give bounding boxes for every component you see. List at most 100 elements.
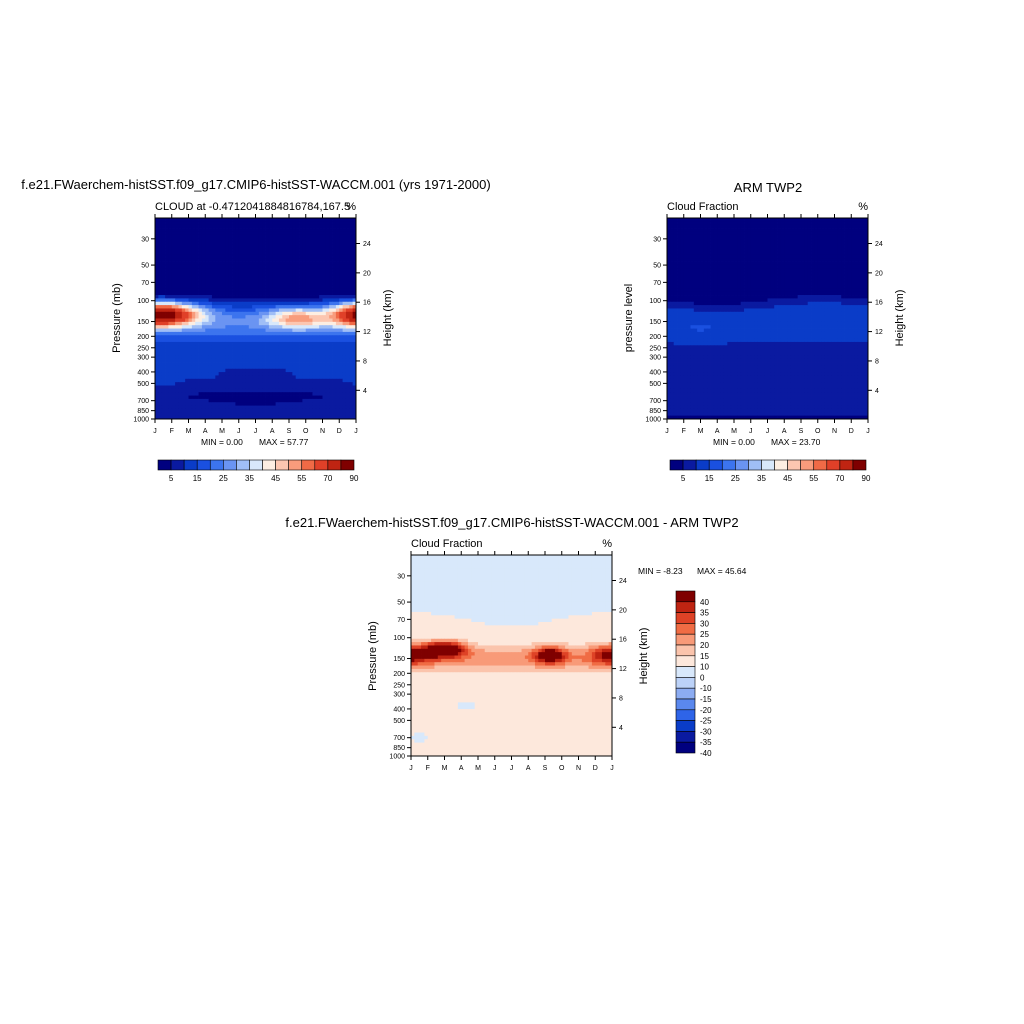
contour-cell bbox=[235, 372, 240, 376]
contour-cell bbox=[198, 224, 203, 229]
contour-cell bbox=[255, 295, 260, 299]
contour-cell bbox=[225, 328, 230, 333]
contour-cell bbox=[831, 261, 835, 266]
contour-cell bbox=[352, 341, 357, 346]
contour-cell bbox=[667, 274, 671, 279]
contour-cell bbox=[191, 415, 196, 420]
contour-cell bbox=[245, 318, 250, 323]
contour-cell bbox=[680, 218, 685, 222]
contour-cell bbox=[352, 301, 357, 306]
contour-cell bbox=[262, 325, 266, 329]
contour-cell bbox=[195, 241, 199, 246]
contour-cell bbox=[309, 315, 313, 319]
contour-cell bbox=[847, 248, 852, 252]
contour-cell bbox=[195, 271, 199, 276]
contour-cell bbox=[228, 315, 233, 319]
contour-cell bbox=[168, 358, 173, 363]
contour-cell bbox=[315, 412, 320, 417]
contour-cell bbox=[275, 318, 280, 323]
contour-cell bbox=[700, 238, 705, 242]
contour-cell bbox=[248, 285, 253, 289]
contour-cell bbox=[238, 281, 243, 286]
contour-cell bbox=[165, 368, 169, 373]
colorbar-box bbox=[275, 459, 289, 471]
contour-cell bbox=[315, 388, 320, 393]
contour-cell bbox=[784, 234, 788, 239]
contour-cell bbox=[218, 315, 223, 319]
contour-cell bbox=[329, 295, 333, 299]
contour-cell bbox=[319, 221, 323, 226]
contour-cell bbox=[191, 241, 196, 246]
contour-cell bbox=[222, 238, 226, 242]
contour-cell bbox=[312, 325, 317, 329]
contour-cell bbox=[335, 325, 340, 329]
contour-cell bbox=[208, 385, 213, 390]
contour-cell bbox=[811, 281, 815, 286]
contour-cell bbox=[710, 241, 715, 246]
contour-cell bbox=[335, 231, 340, 236]
contour-cell bbox=[710, 254, 715, 259]
contour-cell bbox=[218, 385, 223, 390]
contour-cell bbox=[734, 264, 738, 269]
contour-cell bbox=[697, 271, 701, 276]
contour-cell bbox=[232, 405, 236, 410]
contour-cell bbox=[821, 244, 825, 249]
contour-cell bbox=[282, 301, 287, 306]
contour-cell bbox=[697, 224, 701, 229]
contour-cell bbox=[278, 405, 283, 410]
contour-cell bbox=[225, 368, 230, 373]
contour-cell bbox=[335, 408, 340, 413]
contour-cell bbox=[299, 408, 303, 413]
contour-cell bbox=[158, 281, 163, 286]
contour-cell bbox=[857, 264, 862, 269]
contour-cell bbox=[278, 228, 283, 232]
contour-cell bbox=[827, 221, 832, 226]
contour-cell bbox=[713, 271, 718, 276]
contour-cell bbox=[198, 251, 203, 256]
contour-cell bbox=[670, 244, 675, 249]
contour-cell bbox=[332, 251, 337, 256]
contour-cell bbox=[787, 264, 792, 269]
contour-cell bbox=[673, 238, 678, 242]
contour-cell bbox=[329, 335, 333, 339]
contour-cell bbox=[824, 234, 829, 239]
contour-cell bbox=[707, 264, 711, 269]
contour-cell bbox=[801, 264, 805, 269]
contour-cell bbox=[811, 274, 815, 279]
contour-cell bbox=[252, 412, 256, 417]
contour-cell bbox=[302, 268, 307, 272]
contour-cell bbox=[667, 218, 671, 222]
contour-cell bbox=[188, 338, 193, 343]
contour-cell bbox=[319, 261, 323, 266]
contour-cell bbox=[854, 241, 859, 246]
contour-cell bbox=[302, 291, 307, 296]
contour-cell bbox=[235, 341, 240, 346]
contour-cell bbox=[165, 244, 169, 249]
contour-cell bbox=[342, 352, 347, 356]
contour-cell bbox=[717, 228, 721, 232]
contour-cell bbox=[242, 271, 246, 276]
contour-cell bbox=[158, 244, 163, 249]
contour-cell bbox=[215, 251, 220, 256]
contour-cell bbox=[302, 352, 307, 356]
contour-cell bbox=[258, 415, 263, 420]
contour-cell bbox=[780, 274, 785, 279]
contour-cell bbox=[195, 338, 199, 343]
contour-cell bbox=[683, 285, 688, 289]
contour-cell bbox=[295, 228, 300, 232]
contour-cell bbox=[841, 278, 845, 283]
contour-cell bbox=[168, 378, 173, 383]
contour-cell bbox=[754, 254, 758, 259]
contour-cell bbox=[322, 388, 327, 393]
contour-cell bbox=[687, 218, 691, 222]
contour-cell bbox=[841, 238, 845, 242]
contour-cell bbox=[332, 308, 337, 313]
contour-cell bbox=[322, 341, 327, 346]
contour-cell bbox=[238, 348, 243, 353]
contour-cell bbox=[342, 254, 347, 259]
contour-cell bbox=[342, 218, 347, 222]
contour-cell bbox=[299, 345, 303, 350]
colorbar-box bbox=[340, 459, 355, 471]
contour-cell bbox=[235, 395, 240, 400]
contour-cell bbox=[797, 271, 802, 276]
